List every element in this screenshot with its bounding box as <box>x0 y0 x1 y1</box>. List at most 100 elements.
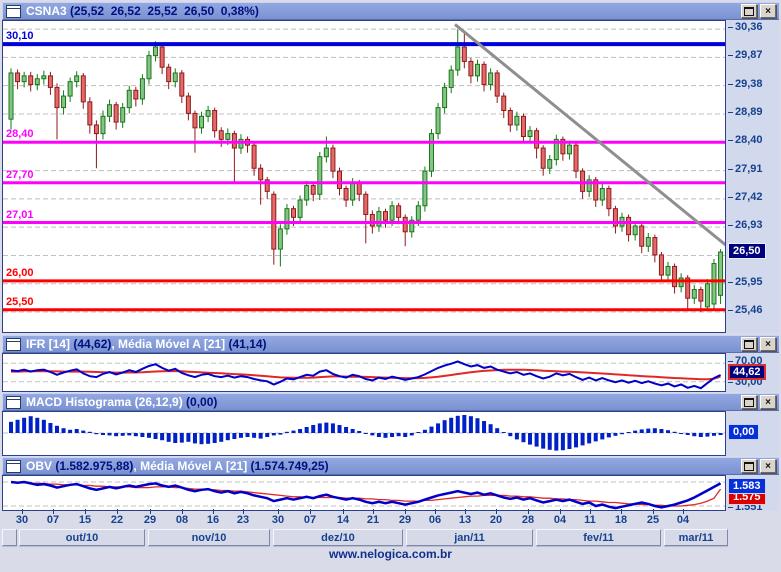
maximize-button[interactable] <box>741 395 757 409</box>
title-segment: MACD Histograma (26,12,9) <box>26 395 187 409</box>
title-segment: , Média Móvel A [21] <box>111 337 229 351</box>
price-axis-label: 28,40 <box>728 134 763 147</box>
month-button-mar-11[interactable]: mar/11 <box>664 529 728 546</box>
maximize-button[interactable] <box>741 337 757 351</box>
close-button[interactable]: × <box>760 395 776 409</box>
maximize-icon <box>744 6 754 16</box>
date-tick <box>182 509 183 514</box>
main-title: CSNA3 (25,52 26,52 25,52 26,50 0,38%) <box>26 3 259 19</box>
obv-value-box: 1.583 <box>728 478 766 494</box>
close-icon: × <box>765 460 771 472</box>
ifr-plot[interactable] <box>2 353 726 392</box>
date-tick <box>278 509 279 514</box>
title-segment: (41,14) <box>228 337 267 351</box>
window-icon <box>6 395 21 409</box>
month-button-nov-10[interactable]: nov/10 <box>148 529 270 546</box>
day-label: 25 <box>646 514 660 526</box>
date-tick <box>22 509 23 514</box>
day-label: 21 <box>366 514 380 526</box>
day-label: 06 <box>428 514 442 526</box>
date-tick <box>213 509 214 514</box>
date-tick <box>85 509 86 514</box>
price-axis: 30,36 29,87 29,38 28,89 28,40 27,91 27,42 26,93… <box>726 20 779 333</box>
maximize-button[interactable] <box>741 4 757 18</box>
date-tick <box>496 509 497 514</box>
close-button[interactable]: × <box>760 459 776 473</box>
title-segment: (1.582.975,88) <box>55 459 134 473</box>
month-button-out-10[interactable]: out/10 <box>19 529 145 546</box>
date-tick <box>405 509 406 514</box>
date-tick <box>343 509 344 514</box>
obv-title: OBV (1.582.975,88), Média Móvel A [21] (… <box>26 458 329 474</box>
day-label: 07 <box>46 514 60 526</box>
day-label: 04 <box>676 514 690 526</box>
ifr-titlebar[interactable]: IFR [14] (44,62), Média Móvel A [21] (41… <box>2 335 779 353</box>
date-tick <box>465 509 466 514</box>
obv-axis: 1.575 1.583 1.551 <box>726 475 779 513</box>
main-titlebar[interactable]: CSNA3 (25,52 26,52 25,52 26,50 0,38%) × <box>2 2 779 20</box>
close-button[interactable]: × <box>760 337 776 351</box>
price-line-label: 30,10 <box>6 30 34 43</box>
date-tick <box>590 509 591 514</box>
day-label: 16 <box>206 514 220 526</box>
macd-plot[interactable] <box>2 411 726 456</box>
macd-axis: 0,00 <box>726 411 779 456</box>
day-label: 30 <box>271 514 285 526</box>
date-tick <box>310 509 311 514</box>
macd-title: MACD Histograma (26,12,9) (0,00) <box>26 394 217 410</box>
day-label: 08 <box>175 514 189 526</box>
day-label: 30 <box>15 514 29 526</box>
date-tick <box>435 509 436 514</box>
main-chart-panel: CSNA3 (25,52 26,52 25,52 26,50 0,38%) × … <box>2 2 779 333</box>
date-tick <box>621 509 622 514</box>
close-icon: × <box>765 5 771 17</box>
month-button-fev-11[interactable]: fev/11 <box>536 529 661 546</box>
month-button-dez-10[interactable]: dez/10 <box>273 529 403 546</box>
price-line-label: 27,70 <box>6 168 34 181</box>
title-segment: (44,62) <box>73 337 112 351</box>
price-axis-label: 27,42 <box>728 190 763 203</box>
window-icon <box>6 4 21 18</box>
day-label: 11 <box>584 514 596 526</box>
day-label: 15 <box>78 514 92 526</box>
symbol-label: CSNA3 <box>26 4 71 18</box>
day-label: 04 <box>553 514 567 526</box>
day-label: 28 <box>521 514 535 526</box>
price-line-label: 28,40 <box>6 128 34 141</box>
maximize-icon <box>744 397 754 407</box>
day-label: 23 <box>236 514 250 526</box>
day-label: 07 <box>303 514 317 526</box>
macd-titlebar[interactable]: MACD Histograma (26,12,9) (0,00) × <box>2 393 779 411</box>
title-segment: OBV <box>26 459 56 473</box>
obv-panel: OBV (1.582.975,88), Média Móvel A [21] (… <box>2 457 779 513</box>
date-tick <box>243 509 244 514</box>
last-price-box: 26,50 <box>728 243 766 259</box>
day-label: 14 <box>336 514 350 526</box>
price-axis-label: 29,38 <box>728 77 763 90</box>
price-axis-label: 26,93 <box>728 219 763 232</box>
date-tick <box>653 509 654 514</box>
date-tick <box>683 509 684 514</box>
title-segment: (0,00) <box>186 395 218 409</box>
maximize-icon <box>744 339 754 349</box>
ohlc-values: (25,52 26,52 25,52 26,50 0,38%) <box>70 4 259 18</box>
footer-url: www.nelogica.com.br <box>329 547 452 561</box>
month-button-stub[interactable] <box>2 529 17 546</box>
price-line-label: 25,50 <box>6 295 34 308</box>
title-segment: (1.574.749,25) <box>250 459 329 473</box>
price-line-label: 26,00 <box>6 266 34 279</box>
close-button[interactable]: × <box>760 4 776 18</box>
day-label: 22 <box>110 514 124 526</box>
ifr-axis: 70,00 30,00 44,62 <box>726 353 779 392</box>
maximize-button[interactable] <box>741 459 757 473</box>
day-label: 13 <box>458 514 472 526</box>
macd-panel: MACD Histograma (26,12,9) (0,00) × 0,00 <box>2 393 779 456</box>
obv-plot[interactable] <box>2 475 726 511</box>
obv-titlebar[interactable]: OBV (1.582.975,88), Média Móvel A [21] (… <box>2 457 779 475</box>
price-axis-label: 27,91 <box>728 162 763 175</box>
month-button-jan-11[interactable]: jan/11 <box>406 529 533 546</box>
price-chart-plot[interactable]: 30,10 28,40 27,70 27,01 26,00 25,50 <box>2 20 731 333</box>
price-axis-label: 28,89 <box>728 105 763 118</box>
price-axis-label: 29,87 <box>728 49 763 62</box>
